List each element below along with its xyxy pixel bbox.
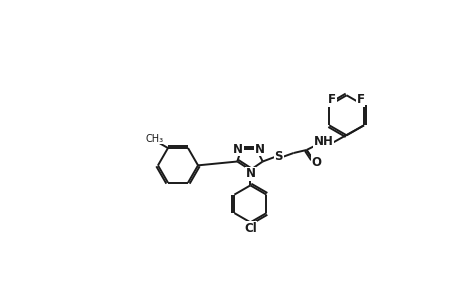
Text: N: N <box>254 143 264 156</box>
Text: CH₃: CH₃ <box>146 134 163 144</box>
Text: N: N <box>245 167 255 180</box>
Text: S: S <box>274 150 282 164</box>
Text: NH: NH <box>313 135 333 148</box>
Text: F: F <box>328 93 336 106</box>
Text: O: O <box>311 156 321 169</box>
Text: F: F <box>356 93 364 106</box>
Text: Cl: Cl <box>243 222 256 235</box>
Text: N: N <box>233 143 242 156</box>
